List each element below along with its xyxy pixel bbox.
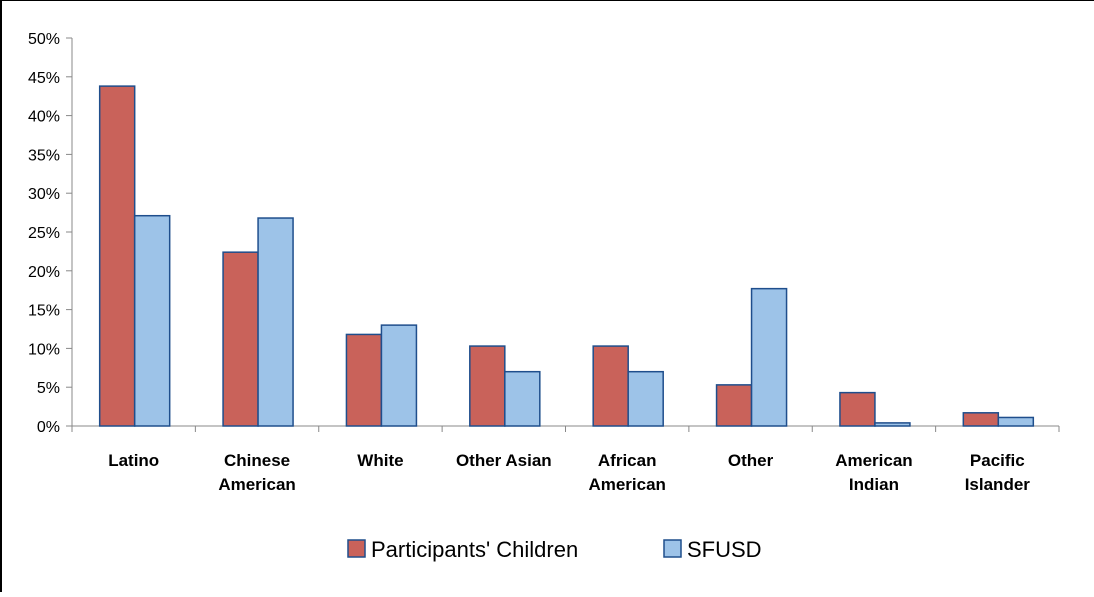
y-tick-label: 25% xyxy=(28,225,60,242)
x-category-label: Latino xyxy=(108,451,159,470)
frame-left-border xyxy=(0,0,2,592)
legend-group: Participants' Children SFUSD xyxy=(347,537,762,562)
bar-participants-children xyxy=(715,384,753,427)
bar-sfusd xyxy=(133,214,171,427)
bar-sfusd xyxy=(257,217,294,427)
y-tick-label: 10% xyxy=(28,341,60,358)
x-category-label: American Indian xyxy=(835,451,912,494)
bar-sfusd xyxy=(380,324,418,427)
y-tick-label: 30% xyxy=(28,186,60,203)
legend-label-sfusd: SFUSD xyxy=(687,537,762,562)
legend-label-participants-children: Participants' Children xyxy=(371,537,578,562)
x-category-label: Chinese American xyxy=(218,451,295,494)
y-tick-label: 35% xyxy=(28,147,60,164)
bar-participants-children xyxy=(222,251,259,427)
axes-group: 0% 5% 10% 15% 20% 25% 30% 35% 40% 45% 50% xyxy=(28,31,1060,436)
frame-top-border xyxy=(0,0,1094,1)
bar-participants-children xyxy=(469,345,506,427)
y-tick-label: 5% xyxy=(37,380,60,397)
legend-swatch-participants-children xyxy=(347,539,366,558)
bars-group xyxy=(98,85,1035,427)
x-category-label: Other xyxy=(728,451,774,470)
x-category-label: African American xyxy=(588,451,665,494)
bar-participants-children xyxy=(345,333,383,427)
y-tick-label: 20% xyxy=(28,264,60,281)
x-category-label: Pacific Islander xyxy=(965,451,1031,494)
bar-sfusd xyxy=(997,416,1035,427)
y-tick-label: 50% xyxy=(28,31,60,48)
labels-group: Latino Chinese American White Other Asian Afr… xyxy=(108,451,1030,494)
x-category-label: White xyxy=(357,451,403,470)
bar-sfusd xyxy=(504,370,541,427)
bar-sfusd xyxy=(874,422,911,427)
bar-sfusd xyxy=(627,370,664,427)
y-tick-label: 15% xyxy=(28,303,60,320)
y-tick-label: 0% xyxy=(37,419,60,436)
bar-sfusd xyxy=(750,287,788,427)
legend-swatch-sfusd xyxy=(663,539,682,558)
y-tick-label: 40% xyxy=(28,109,60,126)
x-category-label: Other Asian xyxy=(456,451,552,470)
bar-participants-children xyxy=(592,345,629,427)
y-tick-label: 45% xyxy=(28,70,60,87)
bar-participants-children xyxy=(98,85,136,427)
bar-participants-children xyxy=(839,391,876,427)
bar-participants-children xyxy=(962,412,1000,427)
